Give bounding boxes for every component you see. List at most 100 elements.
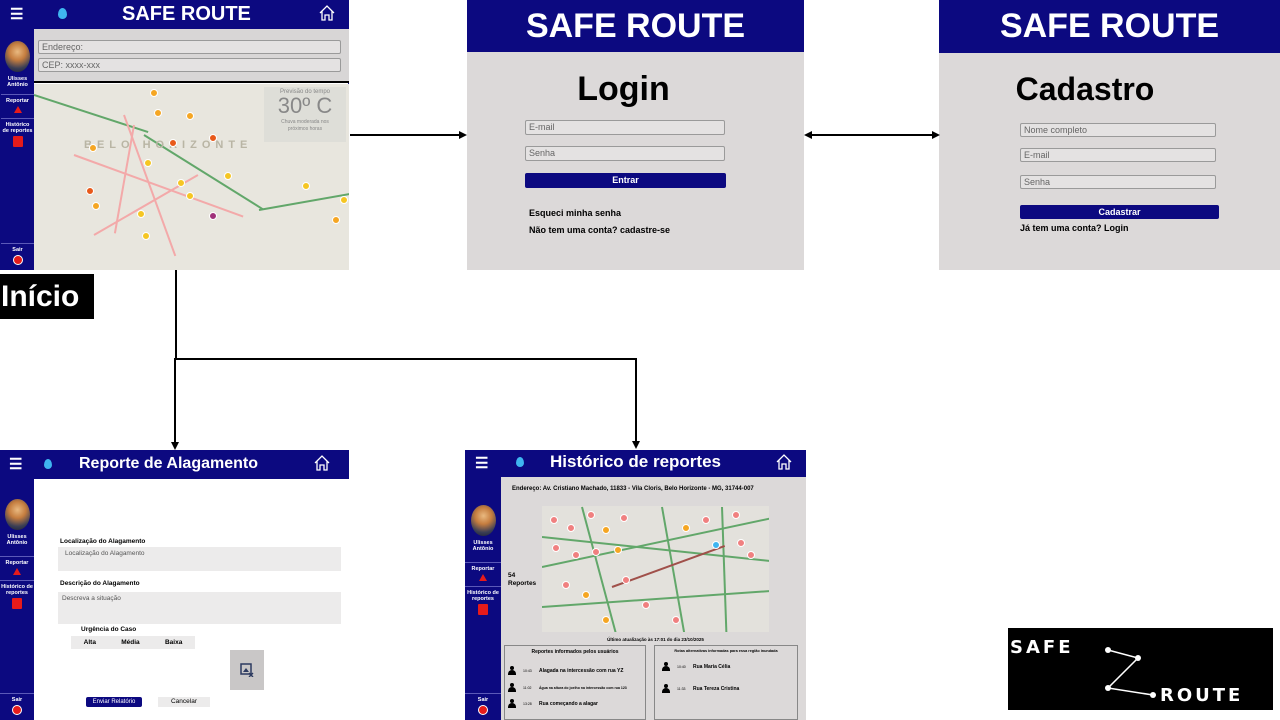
sidebar-item-label: Sair bbox=[477, 697, 489, 703]
map-pin[interactable] bbox=[587, 511, 595, 519]
sidebar-item-history[interactable]: Histórico de reportes bbox=[0, 580, 34, 614]
report-count-label: Reportes bbox=[508, 579, 537, 587]
sidebar-item-report[interactable]: Reportar bbox=[0, 556, 34, 580]
map-pin[interactable] bbox=[582, 591, 590, 599]
map-pin[interactable] bbox=[150, 89, 158, 97]
map-pin[interactable] bbox=[602, 616, 610, 624]
home-icon[interactable] bbox=[314, 455, 330, 471]
sidebar-item-exit[interactable]: Sair bbox=[0, 693, 34, 720]
map-view[interactable]: BELO HORIZONTE Previsão do tempo 30º C C… bbox=[34, 84, 349, 270]
password-input[interactable]: Senha bbox=[525, 146, 725, 161]
user-reports-title: Reportes informados pelos usuários bbox=[531, 649, 619, 655]
login-header: SAFE ROUTE bbox=[467, 0, 804, 52]
list-item[interactable]: 10:43 Alagada na intercessão com rua YZ bbox=[508, 666, 644, 678]
password-input[interactable]: Senha bbox=[1020, 175, 1216, 189]
sidebar-item-report[interactable]: Reportar bbox=[465, 562, 501, 586]
map-pin[interactable] bbox=[550, 516, 558, 524]
register-button[interactable]: Cadastrar bbox=[1020, 205, 1219, 219]
map-pin[interactable] bbox=[144, 159, 152, 167]
cadastro-panel: Cadastro Nome completo E-mail Senha Cada… bbox=[939, 53, 1280, 270]
full-name-input[interactable]: Nome completo bbox=[1020, 123, 1216, 137]
map-pin[interactable] bbox=[737, 539, 745, 547]
login-button[interactable]: Entrar bbox=[525, 173, 726, 188]
urgency-option-medium[interactable]: Média bbox=[121, 639, 140, 646]
water-drop-icon bbox=[58, 8, 67, 19]
report-count: 54 Reportes bbox=[508, 572, 536, 588]
location-input[interactable]: Localização do Alagamento bbox=[58, 547, 341, 571]
login-link[interactable]: Já tem uma conta? Login bbox=[1020, 223, 1129, 233]
sidebar-item-exit[interactable]: Sair bbox=[465, 693, 501, 720]
map-pin[interactable] bbox=[682, 524, 690, 532]
list-item[interactable]: 11:33 Rua Tereza Cristina bbox=[662, 684, 792, 696]
map-pin[interactable] bbox=[302, 182, 310, 190]
map-pin[interactable] bbox=[154, 109, 162, 117]
map-pin[interactable] bbox=[224, 172, 232, 180]
map-pin[interactable] bbox=[602, 526, 610, 534]
user-name: Ulisses Antônio bbox=[472, 540, 494, 553]
signup-link[interactable]: Não tem uma conta? cadastre-se bbox=[529, 225, 671, 235]
last-updated: Último atualização às 17:01 do dia 23/10… bbox=[607, 637, 704, 642]
forgot-password-link[interactable]: Esqueci minha senha bbox=[529, 208, 622, 218]
cancel-button[interactable]: Cancelar bbox=[158, 697, 210, 707]
email-input[interactable]: E-mail bbox=[1020, 148, 1216, 162]
home-icon[interactable] bbox=[319, 5, 335, 21]
history-map[interactable] bbox=[542, 506, 769, 632]
list-item[interactable]: 13:28 Rua começando a alagar bbox=[508, 699, 644, 711]
map-pin[interactable] bbox=[332, 216, 340, 224]
menu-icon[interactable]: ☰ bbox=[475, 455, 489, 472]
description-input[interactable]: Descreva a situação bbox=[58, 592, 341, 624]
history-icon bbox=[12, 598, 22, 610]
sidebar-item-history[interactable]: Histórico de reportes bbox=[465, 586, 501, 620]
map-pin[interactable] bbox=[562, 581, 570, 589]
map-pin[interactable] bbox=[552, 544, 560, 552]
urgency-option-low[interactable]: Baixa bbox=[164, 639, 183, 646]
map-pin[interactable] bbox=[186, 192, 194, 200]
send-report-button[interactable]: Enviar Relatório bbox=[86, 697, 142, 707]
map-pin[interactable] bbox=[642, 601, 650, 609]
map-pin[interactable] bbox=[747, 551, 755, 559]
map-pin[interactable] bbox=[209, 212, 217, 220]
address-input[interactable]: Endereço: bbox=[38, 40, 341, 54]
sidebar-item-exit[interactable]: Sair bbox=[1, 243, 34, 270]
user-icon bbox=[508, 666, 516, 675]
list-item[interactable]: 10:40 Rua Maria Célia bbox=[662, 662, 792, 674]
home-icon[interactable] bbox=[776, 454, 792, 470]
user-reports-panel: Reportes informados pelos usuários 10:43… bbox=[504, 645, 646, 720]
map-pin[interactable] bbox=[622, 576, 630, 584]
map-pin[interactable] bbox=[186, 112, 194, 120]
map-pin[interactable] bbox=[712, 541, 720, 549]
sidebar-item-history[interactable]: Histórico de reportes bbox=[1, 118, 34, 152]
map-pin[interactable] bbox=[620, 514, 628, 522]
map-pin[interactable] bbox=[732, 511, 740, 519]
map-pin[interactable] bbox=[592, 548, 600, 556]
map-pin[interactable] bbox=[177, 179, 185, 187]
map-pin[interactable] bbox=[567, 524, 575, 532]
urgency-selector: Alta Média Baixa bbox=[71, 636, 195, 649]
map-pin[interactable] bbox=[340, 196, 348, 204]
map-pin[interactable] bbox=[86, 187, 94, 195]
email-input[interactable]: E-mail bbox=[525, 120, 725, 135]
login-screen: SAFE ROUTE Login E-mail Senha Entrar Esq… bbox=[467, 0, 804, 270]
map-pin[interactable] bbox=[92, 202, 100, 210]
map-pin[interactable] bbox=[137, 210, 145, 218]
menu-icon[interactable]: ☰ bbox=[9, 456, 23, 473]
urgency-option-high[interactable]: Alta bbox=[83, 639, 96, 646]
map-pin[interactable] bbox=[572, 551, 580, 559]
map-road bbox=[581, 506, 620, 632]
map-pin[interactable] bbox=[614, 546, 622, 554]
list-item[interactable]: 11:02 Água na altura do joelho na interc… bbox=[508, 683, 644, 695]
cadastro-header: SAFE ROUTE bbox=[939, 0, 1280, 53]
map-pin[interactable] bbox=[142, 232, 150, 240]
image-upload-button[interactable] bbox=[230, 650, 264, 690]
map-pin[interactable] bbox=[702, 516, 710, 524]
user-name: Ulisses Antônio bbox=[6, 534, 28, 547]
map-pin[interactable] bbox=[89, 144, 97, 152]
map-pin[interactable] bbox=[169, 139, 177, 147]
arrow-head bbox=[171, 442, 179, 450]
map-pin[interactable] bbox=[672, 616, 680, 624]
map-pin[interactable] bbox=[209, 134, 217, 142]
weather-card: Previsão do tempo 30º C Chuva moderada n… bbox=[264, 87, 346, 142]
menu-icon[interactable]: ☰ bbox=[10, 6, 24, 23]
cep-input[interactable]: CEP: xxxx-xxx bbox=[38, 58, 341, 72]
sidebar-item-report[interactable]: Reportar bbox=[1, 94, 34, 118]
